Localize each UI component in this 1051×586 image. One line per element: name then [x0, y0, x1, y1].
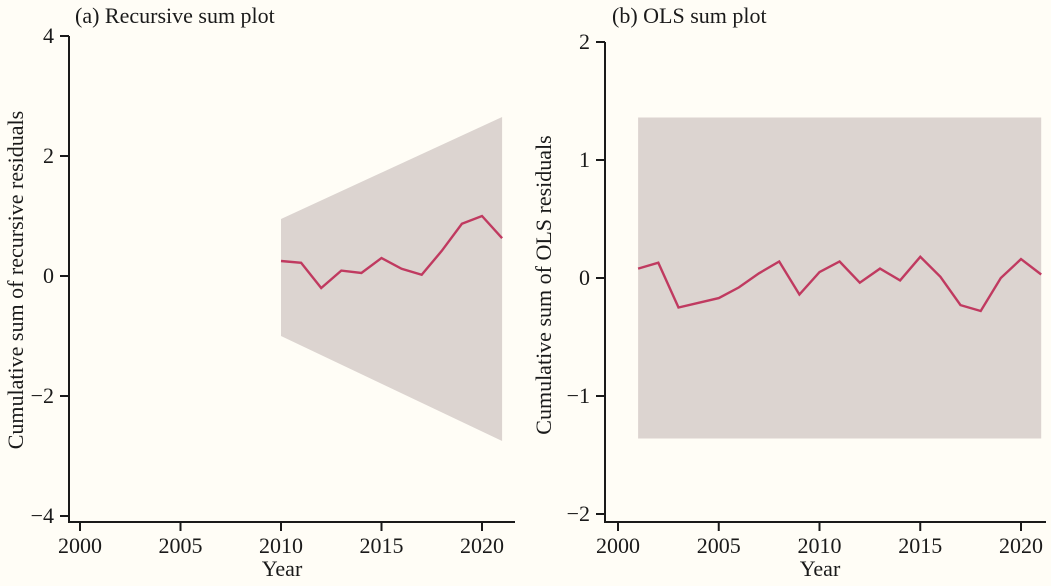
- y-tick-label-b: 1: [579, 147, 590, 172]
- y-tick-label-b: −1: [567, 383, 590, 408]
- x-tick-label-b: 2020: [999, 533, 1043, 558]
- y-tick-label-a: −4: [31, 503, 54, 528]
- x-tick-label-a: 2000: [58, 533, 102, 558]
- y-tick-label-a: 4: [43, 23, 54, 48]
- x-tick-label-b: 2010: [798, 533, 842, 558]
- panel-b-title: (b) OLS sum plot: [612, 3, 767, 28]
- x-tick-label-a: 2015: [360, 533, 404, 558]
- y-tick-label-b: −2: [567, 501, 590, 526]
- y-tick-label-a: 0: [43, 263, 54, 288]
- x-tick-label-a: 2020: [460, 533, 504, 558]
- cusum-line-b: [637, 255, 1042, 313]
- axes-a: [68, 36, 515, 523]
- axes-b: [604, 42, 1046, 523]
- x-tick-label-a: 2005: [159, 533, 203, 558]
- x-tick-label-b: 2005: [697, 533, 741, 558]
- panel-a-xlabel: Year: [261, 556, 303, 581]
- panel-a-ylabel: Cumulative sum of recursive residuals: [3, 110, 28, 450]
- x-tick-label-b: 2000: [596, 533, 640, 558]
- confidence-band-b: [638, 117, 1042, 439]
- panel-b-ylabel: Cumulative sum of OLS residuals: [531, 135, 556, 435]
- y-tick-label-a: −2: [31, 383, 54, 408]
- panel-b-xlabel: Year: [799, 556, 841, 581]
- cusum-line-a: [280, 214, 503, 290]
- x-tick-label-a: 2010: [259, 533, 303, 558]
- x-tick-label-b: 2015: [898, 533, 942, 558]
- panel-a-title: (a) Recursive sum plot: [75, 3, 275, 28]
- y-tick-label-a: 2: [43, 143, 54, 168]
- y-tick-label-b: 0: [579, 265, 590, 290]
- confidence-band-a: [281, 117, 503, 441]
- y-tick-label-b: 2: [579, 29, 590, 54]
